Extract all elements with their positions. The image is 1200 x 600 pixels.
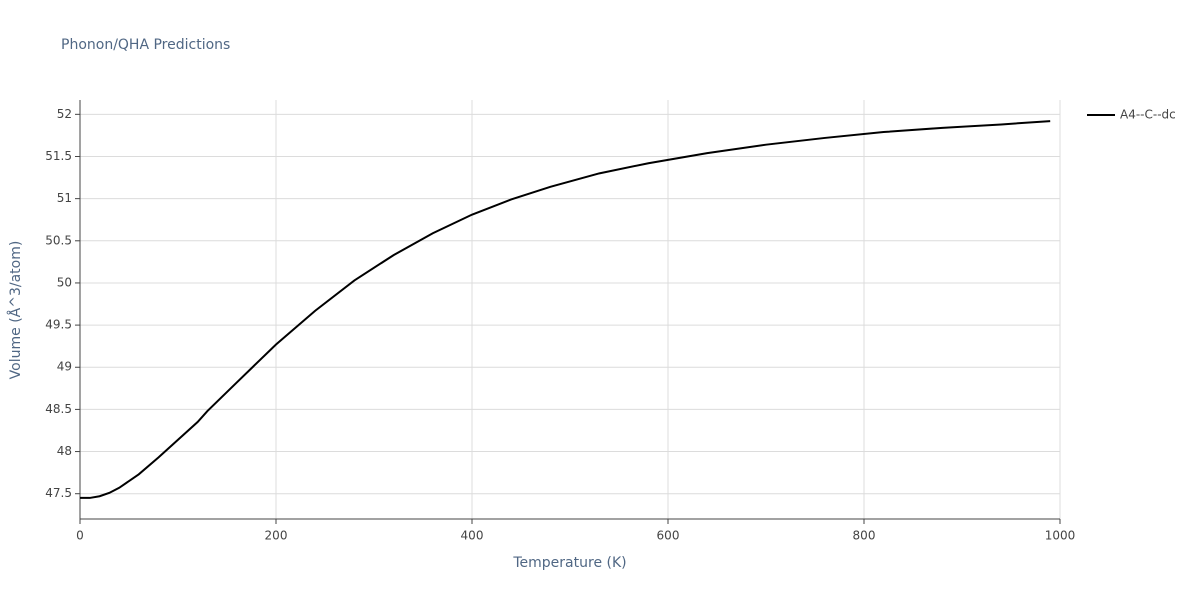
x-tick-label: 1000 (1045, 529, 1076, 543)
y-tick-label: 50 (57, 275, 72, 289)
y-tick-label: 51 (57, 191, 72, 205)
y-tick-label: 48 (57, 444, 72, 458)
y-tick-label: 49.5 (45, 318, 72, 332)
x-tick-label: 600 (657, 529, 680, 543)
y-tick-label: 47.5 (45, 486, 72, 500)
y-tick-label: 51.5 (45, 149, 72, 163)
y-axis-title: Volume (Å^3/atom) (7, 241, 24, 380)
legend-label: A4--C--dc (1120, 108, 1176, 122)
x-axis-title: Temperature (K) (512, 555, 626, 571)
x-tick-label: 400 (461, 529, 484, 543)
y-tick-label: 49 (57, 360, 72, 374)
x-tick-label: 800 (853, 529, 876, 543)
y-tick-label: 52 (57, 107, 72, 121)
x-tick-label: 0 (76, 529, 84, 543)
chart-title: Phonon/QHA Predictions (61, 37, 230, 53)
y-tick-label: 48.5 (45, 402, 72, 416)
y-tick-label: 50.5 (45, 233, 72, 247)
x-tick-label: 200 (265, 529, 288, 543)
data-line (80, 120, 1051, 499)
